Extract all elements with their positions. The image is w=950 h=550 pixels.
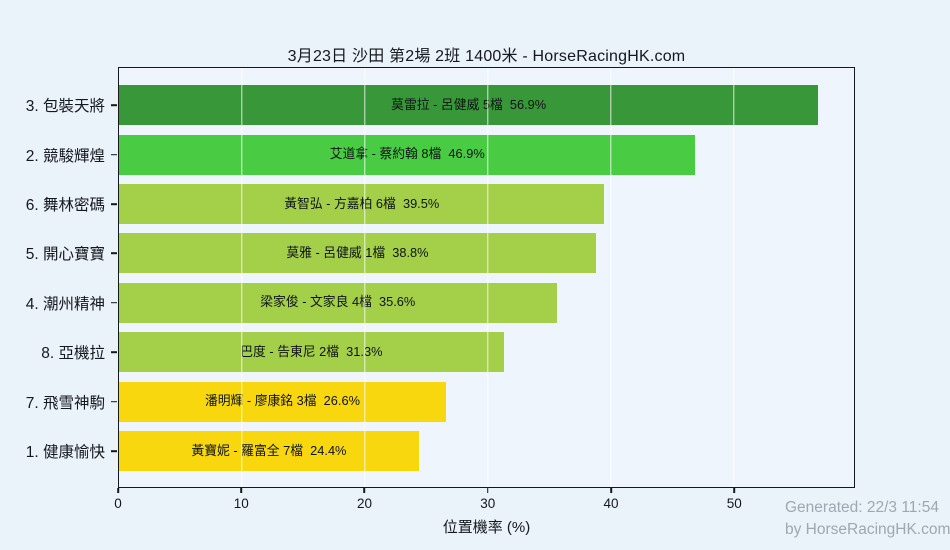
y-tick-mark <box>111 104 117 106</box>
plot-area: 3. 包裝天將 莫雷拉 - 呂健威 5檔 56.9% 2. 競駿輝煌 艾道拿 -… <box>26 67 950 538</box>
x-tick-mark <box>363 488 366 493</box>
bar-row: 5. 開心寶寶 莫雅 - 呂健威 1檔 38.8% <box>26 229 854 278</box>
bar-value-label: 潘明輝 - 廖康銘 3檔 26.6% <box>204 393 360 409</box>
bar-row: 7. 飛雪神駒 潘明輝 - 廖康銘 3檔 26.6% <box>26 377 854 426</box>
bar-row: 1. 健康愉快 黃寶妮 - 羅富全 7檔 24.4% <box>26 426 854 475</box>
x-tick-mark <box>117 488 119 493</box>
x-tick-label: 0 <box>114 496 122 511</box>
chart-title: 3月23日 沙田 第2場 2班 1400米 - HorseRacingHK.co… <box>287 48 686 65</box>
horse-name-label: 7. 飛雪神駒 <box>25 394 105 412</box>
x-axis-label: 位置機率 (%) <box>442 519 531 536</box>
y-tick-mark <box>111 450 117 452</box>
x-tick-label: 30 <box>480 496 496 511</box>
horse-name-label: 3. 包裝天將 <box>25 98 105 116</box>
watermark-line2: by HorseRacingHK.com <box>785 521 950 538</box>
x-tick-label: 50 <box>726 496 742 511</box>
bar-row: 6. 舞林密碼 黃智弘 - 方嘉柏 6檔 39.5% <box>26 179 854 228</box>
y-tick-mark <box>111 400 117 403</box>
probability-bar: 梁家俊 - 文家良 4檔 35.6% <box>119 282 557 323</box>
bar-row: 8. 亞機拉 巴度 - 告東尼 2檔 31.3% <box>41 327 854 376</box>
horse-name-label: 1. 健康愉快 <box>25 443 105 461</box>
x-axis: 0 10 20 30 40 50 <box>114 488 855 522</box>
probability-bar: 潘明輝 - 廖康銘 3檔 26.6% <box>119 381 446 422</box>
watermark: Generated: 22/3 11:54 by HorseRacingHK.c… <box>785 497 950 541</box>
bar-value-label: 黃智弘 - 方嘉柏 6檔 39.5% <box>284 195 440 211</box>
y-tick-mark <box>111 153 117 156</box>
y-tick-mark <box>111 252 117 255</box>
probability-bar: 黃寶妮 - 羅富全 7檔 24.4% <box>119 430 419 471</box>
bar-row: 2. 競駿輝煌 艾道拿 - 蔡約翰 8檔 46.9% <box>26 130 854 179</box>
x-tick-label: 20 <box>356 496 372 511</box>
x-tick-mark <box>610 488 612 493</box>
bar-row: 4. 潮州精神 梁家俊 - 文家良 4檔 35.6% <box>26 278 854 327</box>
horse-name-label: 6. 舞林密碼 <box>25 196 105 214</box>
horse-name-label: 4. 潮州精神 <box>25 295 105 313</box>
bar-value-label: 莫雅 - 呂健威 1檔 38.8% <box>286 244 429 260</box>
bar-value-label: 黃寶妮 - 羅富全 7檔 24.4% <box>191 442 347 458</box>
horse-name-label: 2. 競駿輝煌 <box>25 147 105 165</box>
probability-bar: 巴度 - 告東尼 2檔 31.3% <box>119 332 504 373</box>
x-tick-label: 10 <box>233 496 249 511</box>
x-tick-mark <box>240 488 243 493</box>
bar-value-label: 巴度 - 告東尼 2檔 31.3% <box>240 343 383 359</box>
x-tick-mark <box>486 488 489 493</box>
probability-bar: 黃智弘 - 方嘉柏 6檔 39.5% <box>119 183 605 224</box>
probability-bar: 莫雷拉 - 呂健威 5檔 56.9% <box>119 85 819 126</box>
x-tick-mark <box>733 488 736 493</box>
horse-name-label: 5. 開心寶寶 <box>25 246 105 264</box>
y-tick-mark <box>111 301 117 304</box>
x-tick-label: 40 <box>603 496 619 511</box>
horse-name-label: 8. 亞機拉 <box>41 345 105 363</box>
bar-value-label: 梁家俊 - 文家良 4檔 35.6% <box>260 294 416 310</box>
bar-rows: 3. 包裝天將 莫雷拉 - 呂健威 5檔 56.9% 2. 競駿輝煌 艾道拿 -… <box>26 68 854 487</box>
bar-value-label: 艾道拿 - 蔡約翰 8檔 46.9% <box>329 146 485 162</box>
y-tick-mark <box>111 351 117 353</box>
watermark-line1: Generated: 22/3 11:54 <box>785 499 939 516</box>
probability-bar: 艾道拿 - 蔡約翰 8檔 46.9% <box>119 134 696 175</box>
bar-row: 3. 包裝天將 莫雷拉 - 呂健威 5檔 56.9% <box>26 81 854 130</box>
bar-value-label: 莫雷拉 - 呂健威 5檔 56.9% <box>391 96 547 112</box>
probability-bar: 莫雅 - 呂健威 1檔 38.8% <box>119 233 596 274</box>
y-tick-mark <box>111 203 117 205</box>
